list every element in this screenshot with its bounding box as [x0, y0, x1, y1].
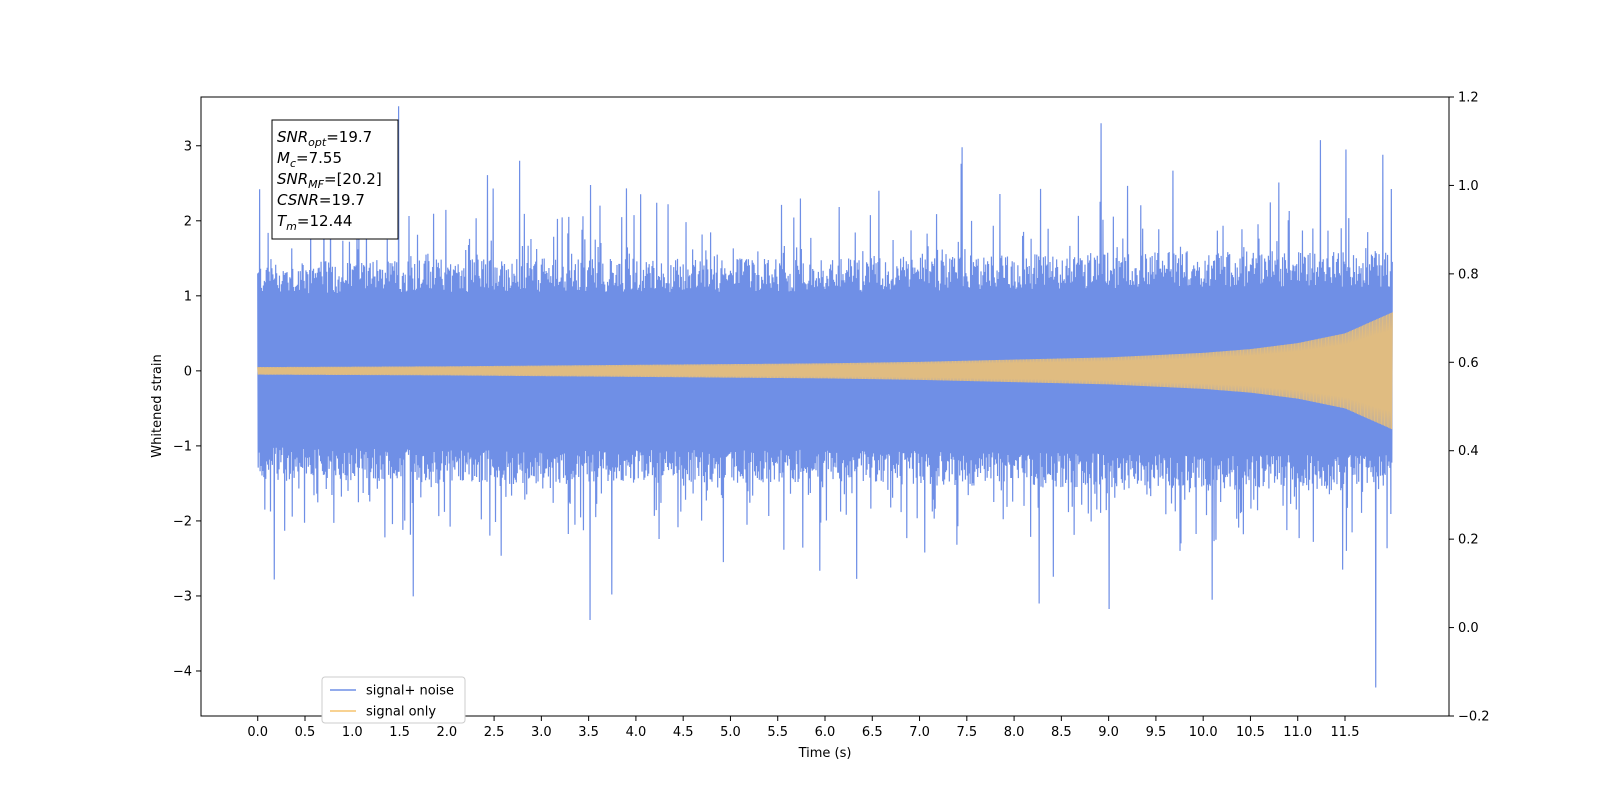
annotation-line: CSNR=19.7	[277, 191, 365, 209]
x-tick-label: 0.0	[247, 725, 268, 740]
y-tick-label: −3	[173, 589, 192, 604]
x-axis-label: Time (s)	[798, 746, 852, 761]
x-tick-label: 1.5	[389, 725, 410, 740]
x-tick-label: 11.5	[1331, 725, 1360, 740]
x-tick-label: 9.0	[1098, 725, 1119, 740]
y-tick-label: −4	[173, 664, 192, 679]
annotation-line: SNRopt=19.7	[277, 128, 372, 149]
x-tick-label: 4.5	[673, 725, 694, 740]
legend: signal+ noise signal only	[321, 676, 466, 724]
x-tick-label: 6.5	[862, 725, 883, 740]
x-tick-label: 3.0	[531, 725, 552, 740]
y-tick-label: −2	[173, 514, 192, 529]
y2-tick-label: 1.2	[1458, 91, 1479, 106]
annotation-line: Tm=12.44	[277, 212, 352, 233]
x-tick-label: 5.0	[720, 725, 741, 740]
x-tick-label: 1.0	[342, 725, 363, 740]
legend-frame	[321, 676, 466, 724]
x-tick-label: 2.0	[436, 725, 457, 740]
y-axis-label: Whitened strain	[150, 354, 165, 457]
x-axis: 0.0 0.5 1.0 1.5 2.0 2.5 3.0 3.5 4.0 4.5 5.0 5.5 6.0 6…	[247, 716, 1359, 740]
series-signal-plus-noise	[257, 106, 1393, 688]
x-tick-label: 7.0	[909, 725, 930, 740]
y-tick-label: 3	[184, 139, 192, 154]
y-tick-label: 2	[184, 214, 192, 229]
x-tick-label: 8.5	[1051, 725, 1072, 740]
y-tick-label: −1	[173, 439, 192, 454]
y2-tick-label: 0.8	[1458, 267, 1479, 282]
x-tick-label: 10.5	[1236, 725, 1265, 740]
x-tick-label: 9.5	[1146, 725, 1167, 740]
series-layer	[257, 106, 1393, 688]
y2-tick-label: 0.6	[1458, 356, 1479, 371]
annotation-frame	[271, 119, 399, 240]
x-tick-label: 7.5	[956, 725, 977, 740]
x-tick-label: 11.0	[1283, 725, 1312, 740]
y-tick-label: 1	[184, 289, 192, 304]
y2-tick-label: 1.0	[1458, 179, 1479, 194]
legend-label: signal+ noise	[366, 684, 454, 699]
x-tick-label: 6.0	[815, 725, 836, 740]
y-tick-label: 0	[184, 364, 192, 379]
y2-tick-label: −0.2	[1458, 710, 1490, 725]
y-axis-right: 1.2 1.0 0.8 0.6 0.4 0.2 0.0 −0.2	[1449, 91, 1490, 725]
y-axis-left: 3 2 1 0 −1 −2 −3 −4	[173, 139, 201, 679]
x-tick-label: 4.0	[626, 725, 647, 740]
x-tick-label: 2.5	[484, 725, 505, 740]
x-tick-label: 10.0	[1189, 725, 1218, 740]
y2-tick-label: 0.2	[1458, 533, 1479, 548]
legend-label: signal only	[366, 705, 436, 720]
annotation-line: Mc=7.55	[277, 149, 342, 170]
series-signal-only	[257, 312, 1393, 430]
x-tick-label: 8.0	[1004, 725, 1025, 740]
x-tick-label: 3.5	[578, 725, 599, 740]
y2-tick-label: 0.4	[1458, 444, 1479, 459]
x-tick-label: 5.5	[767, 725, 788, 740]
annotation-line: SNRMF=[20.2]	[277, 170, 382, 191]
y2-tick-label: 0.0	[1458, 621, 1479, 636]
x-tick-label: 0.5	[295, 725, 316, 740]
